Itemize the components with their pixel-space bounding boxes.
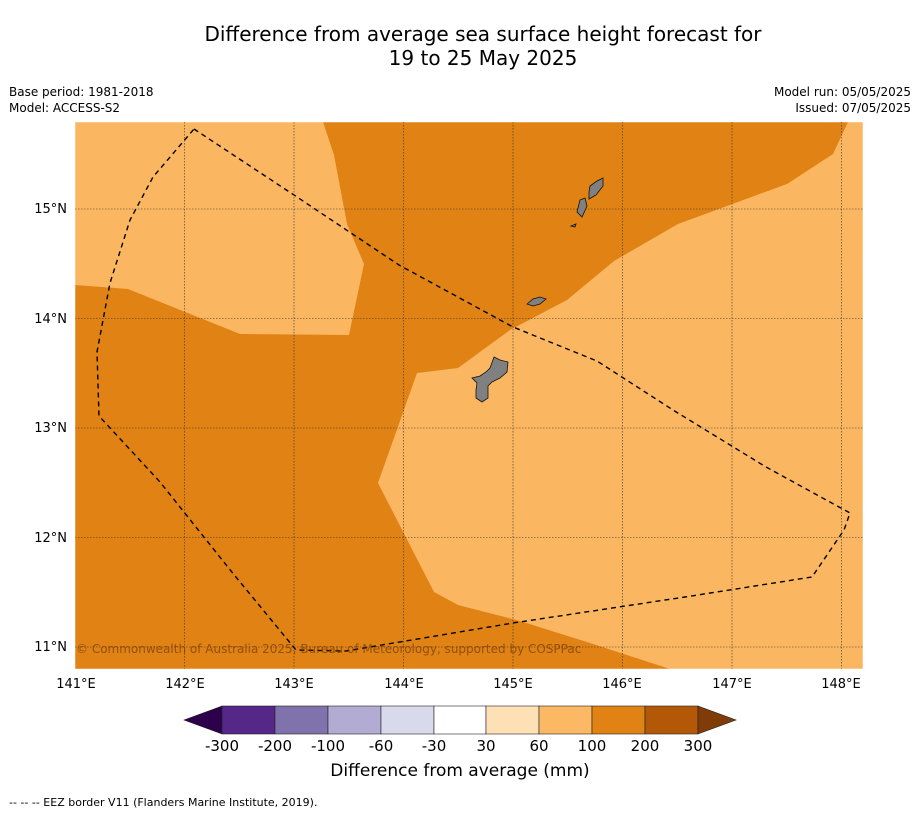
model-run: Model run: 05/05/2025 (773, 85, 911, 99)
lon-label: 147°E (712, 677, 752, 692)
colorbar-label: -100 (311, 737, 345, 755)
map-frame (74, 121, 864, 670)
title-line-2: 19 to 25 May 2025 (388, 46, 578, 70)
lon-label: 143°E (274, 677, 314, 692)
lat-label: 12°N (34, 531, 67, 546)
colorbar-bin (433, 705, 487, 735)
colorbar-label: -30 (422, 737, 447, 755)
eez-legend-footer: -- -- -- EEZ border V11 (Flanders Marine… (9, 796, 318, 809)
islands (471, 177, 604, 403)
colorbar-label: -300 (205, 737, 239, 755)
colorbar-label: 200 (631, 737, 660, 755)
colorbar-label: -60 (369, 737, 394, 755)
map-title: Difference from average sea surface heig… (0, 22, 919, 70)
lat-label: 11°N (34, 640, 67, 655)
field-100-200 (75, 122, 848, 669)
colorbar-label: 60 (529, 737, 548, 755)
colorbar-labels: -300 -200 -100 -60 -30 30 60 100 200 300 (205, 737, 712, 755)
colorbar-bin (274, 705, 329, 735)
colorbar-bin (221, 705, 276, 735)
base-period: Base period: 1981-2018 (9, 85, 154, 99)
model-name: Model: ACCESS-S2 (9, 101, 121, 115)
lat-label: 15°N (34, 202, 67, 217)
colorbar-title: Difference from average (mm) (330, 761, 590, 781)
meta-right: Model run: 05/05/2025 Issued: 07/05/2025 (774, 84, 911, 116)
colorbar (183, 705, 737, 735)
colorbar-bin (538, 705, 593, 735)
copyright-notice: © Commonwealth of Australia 2025, Bureau… (76, 642, 581, 656)
title-line-1: Difference from average sea surface heig… (204, 22, 762, 46)
lon-label: 142°E (165, 677, 205, 692)
longitude-labels: 141°E 142°E 143°E 144°E 145°E 146°E 147°… (56, 677, 861, 692)
colorbar-label: -200 (258, 737, 292, 755)
colorbar-bin (485, 705, 540, 735)
lon-label: 145°E (493, 677, 533, 692)
map-area: © Commonwealth of Australia 2025, Bureau… (75, 122, 863, 669)
graticule (75, 122, 863, 669)
colorbar-label: 300 (684, 737, 713, 755)
lon-label: 144°E (384, 677, 424, 692)
colorbar-bin (644, 705, 699, 735)
lon-label: 146°E (602, 677, 642, 692)
rota-island (526, 296, 547, 307)
guam-island (471, 356, 509, 403)
colorbar-label: 30 (476, 737, 495, 755)
colorbar-extend-high (697, 705, 737, 735)
lat-label: 13°N (34, 421, 67, 436)
colorbar-bin (327, 705, 382, 735)
colorbar-bin (591, 705, 646, 735)
colorbar-bin (380, 705, 435, 735)
tinian-island (576, 197, 588, 218)
lat-label: 14°N (34, 312, 67, 327)
colorbar-extend-low (183, 705, 223, 735)
issued-date: Issued: 07/05/2025 (795, 101, 911, 115)
lon-label: 148°E (821, 677, 861, 692)
meta-left: Base period: 1981-2018 Model: ACCESS-S2 (9, 84, 154, 116)
latitude-labels: 15°N 14°N 13°N 12°N 11°N (34, 202, 67, 655)
lon-label: 141°E (56, 677, 96, 692)
saipan-island (588, 177, 604, 200)
aguijan-island (569, 223, 577, 228)
colorbar-label: 100 (578, 737, 607, 755)
